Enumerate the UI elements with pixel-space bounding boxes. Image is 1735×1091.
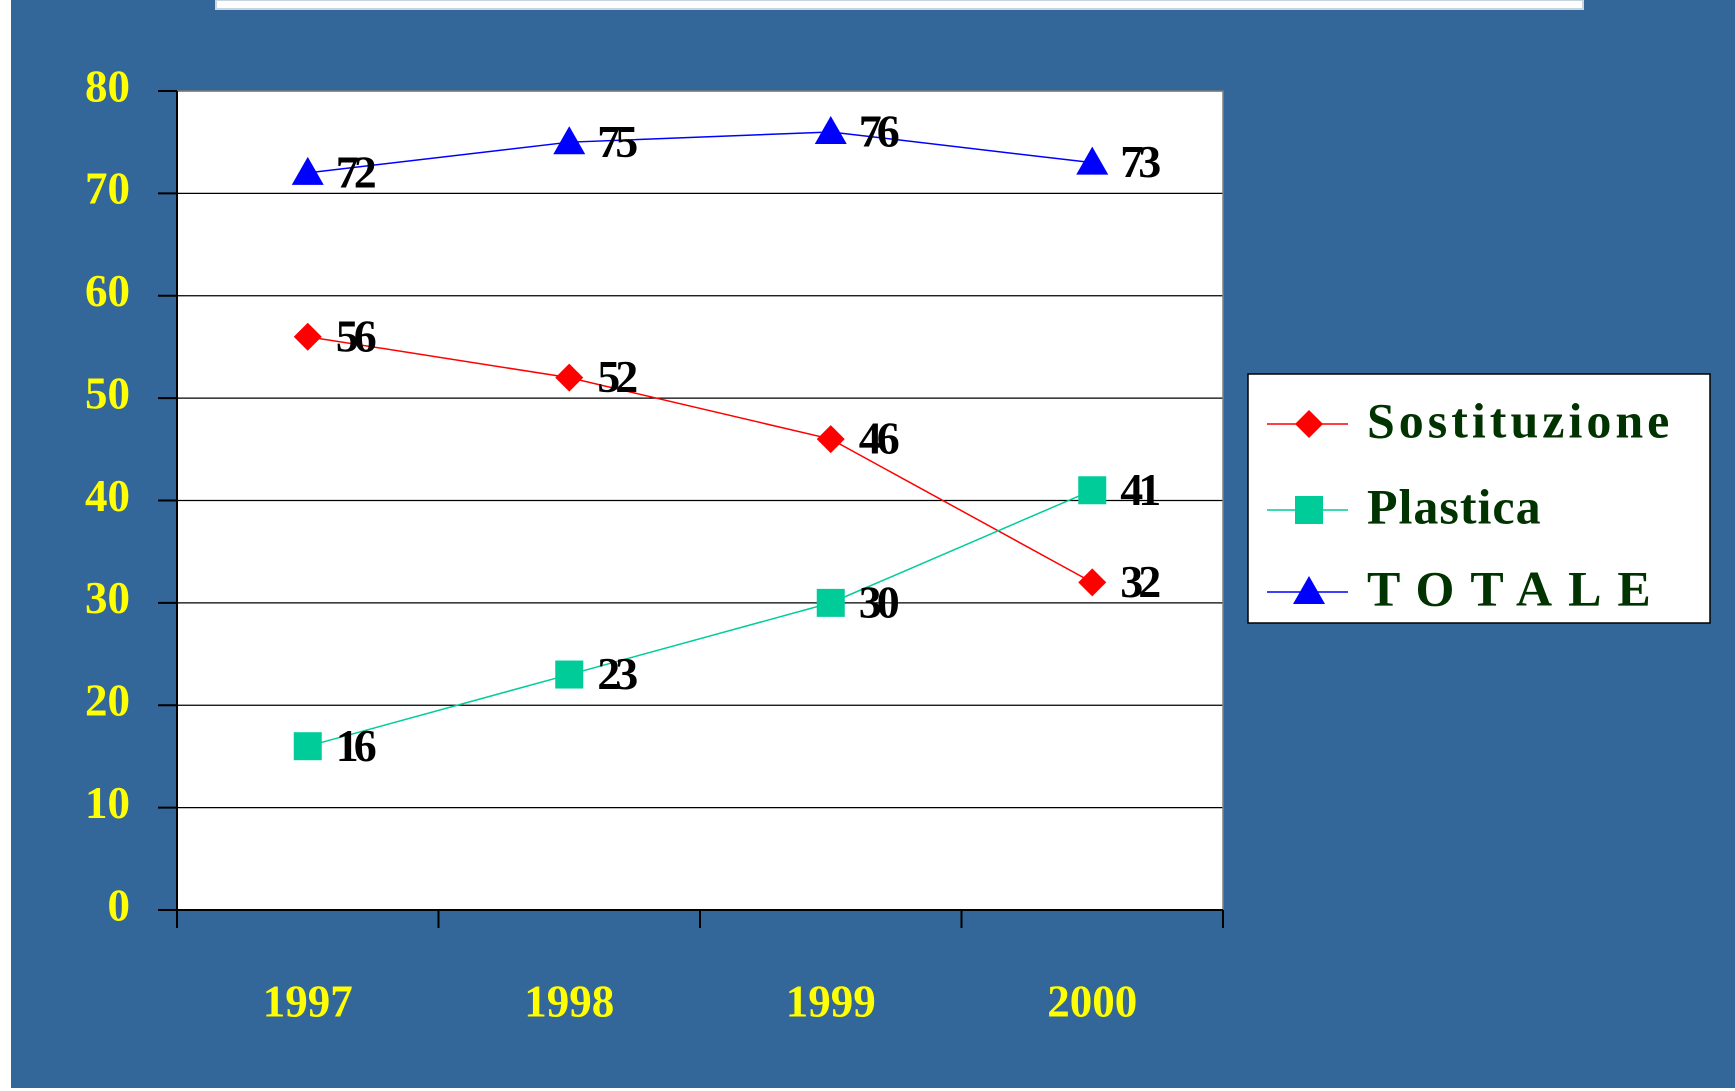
data-label: 73 xyxy=(1120,136,1160,187)
top-bar xyxy=(215,0,1584,10)
marker-square xyxy=(1078,476,1107,505)
y-tick-label: 50 xyxy=(85,368,130,418)
data-label: 23 xyxy=(597,648,637,699)
marker-diamond xyxy=(1295,410,1323,438)
series-line xyxy=(307,335,1093,584)
marker-triangle xyxy=(553,126,586,155)
marker-triangle xyxy=(814,115,847,144)
y-tick-label: 10 xyxy=(85,778,130,828)
data-label: 56 xyxy=(336,310,376,361)
data-label: 30 xyxy=(859,576,899,627)
series-line xyxy=(307,489,1093,747)
data-label: 46 xyxy=(859,413,899,464)
y-tick-label: 60 xyxy=(85,266,130,316)
x-tick-label: 1998 xyxy=(524,976,614,1026)
x-tick-label: 1999 xyxy=(786,976,876,1026)
y-tick-label: 40 xyxy=(85,471,130,521)
data-label: 76 xyxy=(859,106,899,157)
legend-label: TOTALE xyxy=(1367,560,1667,616)
grid xyxy=(177,90,1223,911)
marker-diamond xyxy=(555,363,584,392)
marker-square xyxy=(555,660,584,689)
data-label: 75 xyxy=(597,116,637,167)
marker-diamond xyxy=(1078,568,1107,597)
data-label: 52 xyxy=(597,351,637,402)
y-tick-label: 0 xyxy=(108,880,131,930)
y-tick-label: 70 xyxy=(85,164,130,214)
marker-square xyxy=(816,588,845,617)
marker-square xyxy=(293,732,322,761)
data-label: 72 xyxy=(336,146,376,197)
marker-square xyxy=(1295,496,1323,524)
marker-diamond xyxy=(293,322,322,351)
series-line xyxy=(307,131,1093,174)
x-tick-label: 1997 xyxy=(263,976,353,1026)
legend xyxy=(1247,373,1711,624)
x-tick-label: 2000 xyxy=(1047,976,1137,1026)
y-tick-label: 30 xyxy=(85,573,130,623)
y-tick-label: 80 xyxy=(85,61,130,111)
y-tick-label: 20 xyxy=(85,676,130,726)
marker-triangle xyxy=(1076,146,1109,175)
marker-triangle xyxy=(1293,576,1325,604)
legend-label: Sostituzione xyxy=(1367,392,1673,448)
marker-triangle xyxy=(291,156,324,185)
data-label: 16 xyxy=(336,720,376,771)
legend-label: Plastica xyxy=(1367,478,1542,534)
data-label: 32 xyxy=(1120,556,1160,607)
marker-diamond xyxy=(816,425,845,454)
data-label: 41 xyxy=(1120,464,1159,515)
